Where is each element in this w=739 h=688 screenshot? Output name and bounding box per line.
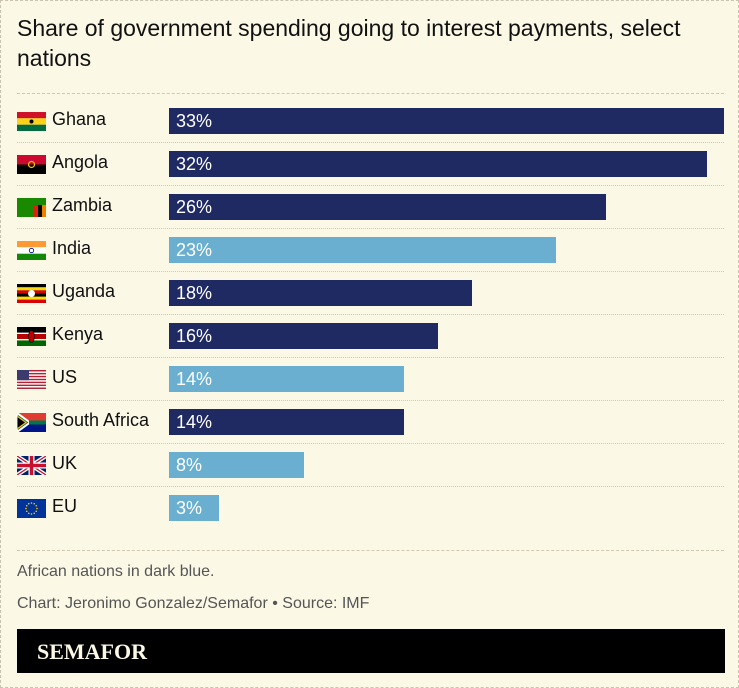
angola-flag-icon	[17, 155, 46, 174]
category-label: Ghana	[52, 109, 107, 129]
category-label: Angola	[52, 152, 109, 172]
row-separator	[17, 486, 724, 487]
ghana-flag-icon	[17, 112, 46, 131]
row-separator	[17, 443, 724, 444]
bar-row-ghana: Ghana 33%	[17, 100, 724, 143]
bar-row-us: US 14%	[17, 358, 724, 401]
row-separator	[17, 185, 724, 186]
data-label: 23%	[176, 240, 213, 260]
category-label: EU	[52, 496, 78, 516]
row-separator	[17, 142, 724, 143]
us-flag-icon	[17, 370, 46, 389]
chart-title: Share of government spending going to in…	[17, 15, 681, 71]
category-label: Kenya	[52, 324, 104, 344]
bar-row-india: India 23%	[17, 229, 724, 272]
bar: 26%	[169, 194, 607, 220]
data-label: 32%	[176, 154, 213, 174]
uk-flag-icon	[17, 456, 46, 475]
india-flag-icon	[17, 241, 46, 260]
data-label: 33%	[176, 111, 213, 131]
bar: 23%	[169, 237, 556, 263]
row-separator	[17, 357, 724, 358]
zambia-flag-icon	[17, 198, 46, 217]
bar: 8%	[169, 452, 304, 478]
data-label: 3%	[176, 498, 203, 518]
bar-row-uganda: Uganda 18%	[17, 272, 724, 315]
bar: 18%	[169, 280, 472, 306]
bar: 33%	[169, 108, 724, 134]
uganda-flag-icon	[17, 284, 46, 303]
data-label: 8%	[176, 455, 203, 475]
category-label: Uganda	[52, 281, 116, 301]
data-label: 16%	[176, 326, 213, 346]
divider	[17, 550, 724, 551]
category-label: UK	[52, 453, 78, 473]
category-label: Zambia	[52, 195, 113, 215]
category-label: India	[52, 238, 92, 258]
caption: African nations in dark blue.	[17, 563, 215, 580]
row-separator	[17, 314, 724, 315]
bar: 14%	[169, 409, 405, 435]
category-label: South Africa	[52, 410, 150, 430]
data-label: 18%	[176, 283, 213, 303]
divider	[17, 93, 724, 94]
brand-bar: SEMAFOR	[17, 629, 725, 673]
credit: Chart: Jeronimo Gonzalez/Semafor • Sourc…	[17, 595, 370, 612]
brand-logo: SEMAFOR	[37, 639, 147, 664]
bar: 14%	[169, 366, 405, 392]
bar: 16%	[169, 323, 439, 349]
row-separator	[17, 400, 724, 401]
bar-row-zambia: Zambia 26%	[17, 186, 724, 229]
bar-row-kenya: Kenya 16%	[17, 315, 724, 358]
bar-row-uk: UK 8%	[17, 444, 724, 487]
bar: 32%	[169, 151, 708, 177]
data-label: 26%	[176, 197, 213, 217]
data-label: 14%	[176, 369, 213, 389]
row-separator	[17, 228, 724, 229]
kenya-flag-icon	[17, 327, 46, 346]
bar-row-eu: EU 3%	[17, 487, 724, 530]
bar: 3%	[169, 495, 220, 521]
row-separator	[17, 271, 724, 272]
data-label: 14%	[176, 412, 213, 432]
bar-row-south-africa: South Africa 14%	[17, 401, 724, 444]
south-africa-flag-icon	[17, 413, 46, 432]
eu-flag-icon	[17, 499, 46, 518]
category-label: US	[52, 367, 78, 387]
bar-row-angola: Angola 32%	[17, 143, 724, 186]
